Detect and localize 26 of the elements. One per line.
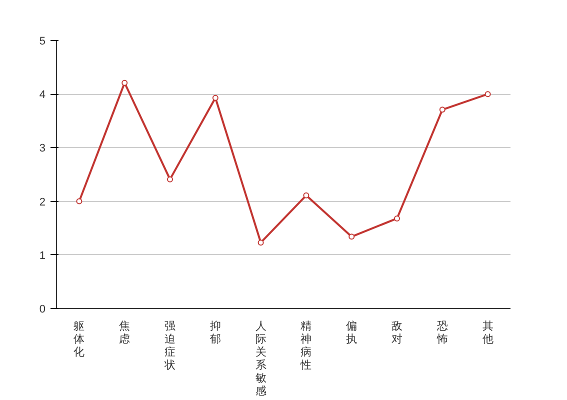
x-tick-label: 恐怖 (436, 320, 448, 346)
x-tick-label: 精神病性 (300, 320, 312, 372)
x-tick-label: 躯体化 (74, 320, 85, 358)
point (303, 192, 310, 198)
point (76, 198, 82, 204)
point (167, 176, 173, 182)
y-tick-label: 2 (39, 196, 46, 208)
point (439, 106, 446, 113)
y-tick-label: 4 (39, 89, 46, 102)
point (348, 234, 355, 240)
y-tick-label: 5 (39, 36, 46, 48)
y-tick-label: 1 (39, 250, 46, 262)
x-tick-label: 敌对 (392, 320, 402, 346)
point (122, 80, 128, 86)
x-tick-label: 抑郁 (210, 320, 221, 346)
point (212, 94, 218, 101)
x-tick-label: 偏执 (346, 320, 358, 346)
point (484, 91, 491, 98)
point (394, 215, 400, 222)
x-tick-label: 其他 (482, 320, 494, 346)
x-tick-label: 强迫症状 (164, 320, 176, 372)
point (258, 240, 264, 246)
x-tick-label: 人际关系敏感 (255, 320, 266, 398)
x-tick-label: 焦虑 (119, 320, 130, 346)
y-tick-label: 0 (39, 304, 46, 316)
y-tick-label: 3 (39, 142, 46, 155)
